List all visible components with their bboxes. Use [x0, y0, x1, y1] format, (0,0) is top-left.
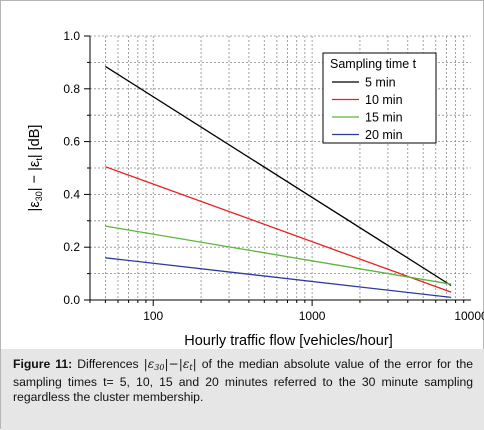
y-tick-label: 0.2 [63, 240, 80, 254]
caption-pre: Differences [77, 357, 139, 371]
caption-text: of the median absolute value of the erro… [13, 357, 473, 404]
legend-entry-label: 10 min [365, 93, 403, 107]
legend-entry-label: 5 min [365, 76, 396, 90]
series-line-5-min [105, 65, 452, 287]
caption-epst-sub: t [189, 363, 193, 372]
figure-caption: Figure 11: Differences |ε30|−|εt| of the… [1, 349, 484, 430]
axes: 0.0 0.2 0.4 0.6 0.8 1.0 100 1000 10000 Hourly tra… [27, 29, 484, 349]
y-tick-label: 0.6 [63, 135, 80, 149]
x-axis-label: Hourly traffic flow [vehicles/hour] [184, 333, 392, 349]
legend-box [322, 52, 437, 144]
x-tick-label: 1000 [299, 309, 326, 323]
legend: Sampling time t 5 min 10 min 15 min 20 min [322, 52, 437, 144]
y-label-part: | [dB] [27, 125, 43, 159]
caption-label: Figure 11: [13, 357, 73, 371]
series-lines [105, 65, 452, 299]
x-tick-label: 10000 [454, 309, 484, 323]
series-line-15-min [105, 225, 452, 285]
line-chart: 0.0 0.2 0.4 0.6 0.8 1.0 100 1000 10000 Hourly tra… [27, 29, 484, 349]
y-label-subscript: 30 [34, 191, 44, 201]
legend-entry-label: 15 min [365, 111, 403, 125]
y-tick-label: 0.4 [63, 187, 80, 201]
caption-eps30-sub: 30 [154, 363, 165, 372]
y-tick-label: 1.0 [63, 29, 80, 43]
series-line-10-min [105, 166, 452, 293]
y-tick-label: 0.0 [63, 293, 80, 307]
y-tick-label: 0.8 [63, 82, 80, 96]
series-line-20-min [105, 257, 452, 299]
legend-entry-label: 20 min [365, 128, 403, 142]
x-tick-label: 100 [143, 309, 163, 323]
legend-title: Sampling time t [330, 57, 417, 71]
y-label-subscript: t [34, 158, 44, 161]
y-label-part: | − |ε [27, 160, 43, 191]
y-axis-label: |ε30| − |εt| [dB] [27, 125, 44, 212]
caption-formula: |ε30|−|εt| [143, 357, 197, 372]
y-label-part: |ε [27, 201, 43, 212]
